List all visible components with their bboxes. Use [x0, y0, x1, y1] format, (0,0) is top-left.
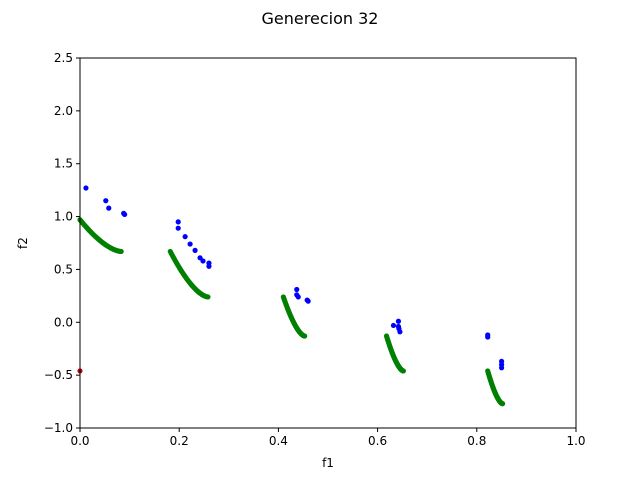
y-tick-label: −0.5 [44, 368, 73, 382]
blue-point [187, 241, 193, 247]
chart-marks [77, 185, 506, 407]
blue-point [106, 205, 112, 211]
blue-point [295, 294, 301, 300]
blue-point [175, 225, 181, 231]
blue-point [499, 365, 505, 371]
green-point [302, 333, 308, 339]
blue-point [390, 322, 397, 329]
y-tick-label: 2.5 [54, 51, 73, 65]
x-tick-label: 0.2 [170, 434, 189, 448]
y-tick-label: 2.0 [54, 104, 73, 118]
y-axis: −1.0 −0.5 0.0 0.5 1.0 1.5 2.0 2.5 [44, 51, 80, 435]
y-tick-label: 0.0 [54, 315, 73, 329]
green-point [499, 401, 506, 407]
blue-point [294, 286, 300, 293]
blue-point [182, 234, 188, 240]
y-tick-label: −1.0 [44, 421, 73, 435]
green-point [118, 248, 124, 255]
blue-point [175, 219, 181, 225]
x-tick-label: 0.0 [70, 434, 89, 448]
x-tick-label: 1.0 [566, 434, 585, 448]
blue-point [485, 334, 491, 340]
x-tick-label: 0.6 [368, 434, 387, 448]
blue-point [200, 258, 206, 264]
chart-title: Generecion 32 [262, 9, 379, 28]
blue-point [206, 263, 212, 269]
blue-point [395, 318, 402, 324]
blue-point [397, 329, 403, 335]
x-axis-label: f1 [322, 456, 334, 470]
y-tick-label: 1.5 [54, 157, 73, 171]
blue-point [83, 185, 89, 191]
y-axis-label: f2 [16, 237, 30, 249]
blue-point [192, 247, 198, 253]
green-point [400, 368, 406, 374]
blue-point [103, 198, 109, 204]
blue-point [122, 211, 128, 218]
green-point [205, 294, 211, 300]
x-tick-label: 0.8 [467, 434, 486, 448]
plot-frame [79, 57, 577, 429]
x-axis: 0.0 0.2 0.4 0.6 0.8 1.0 [70, 428, 586, 448]
y-tick-label: 1.0 [54, 210, 73, 224]
blue-point [305, 298, 311, 304]
x-tick-label: 0.4 [269, 434, 288, 448]
y-tick-label: 0.5 [54, 262, 73, 276]
